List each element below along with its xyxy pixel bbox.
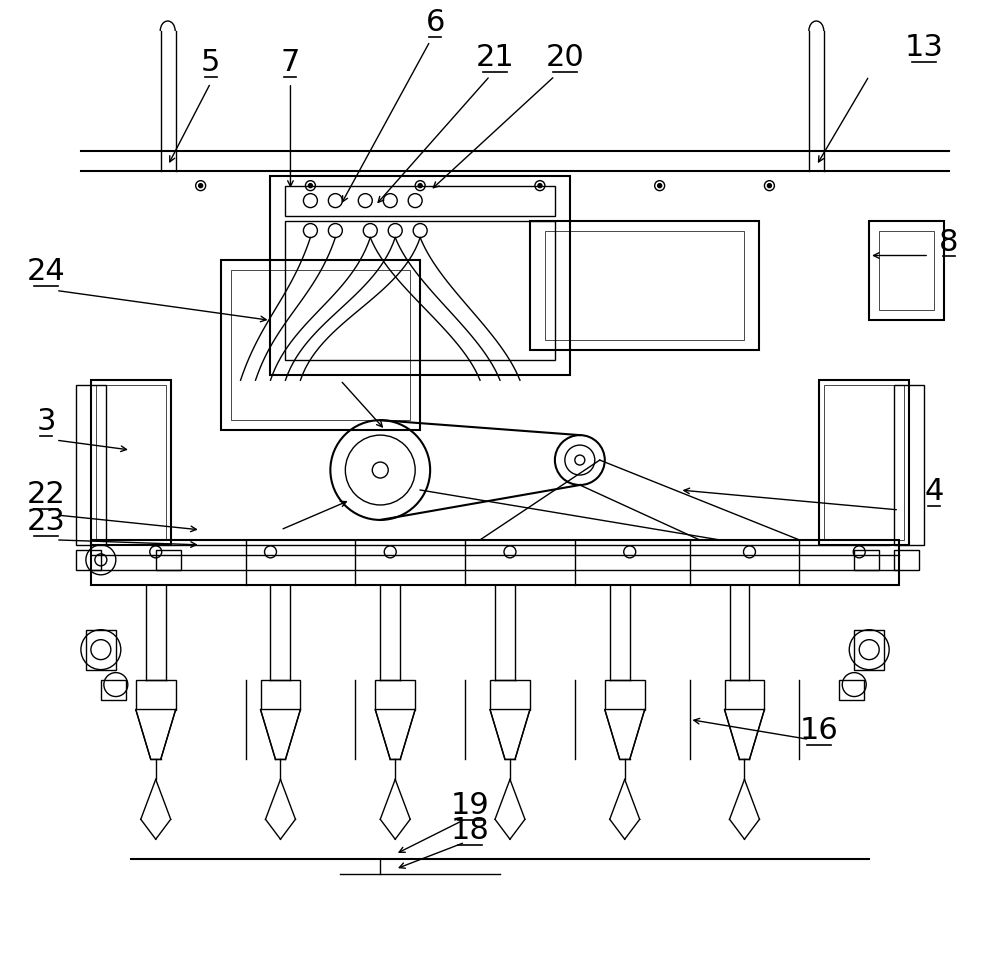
Bar <box>530 221 759 351</box>
Circle shape <box>308 185 312 189</box>
Text: 16: 16 <box>800 716 839 744</box>
Bar <box>819 381 909 545</box>
Circle shape <box>658 185 662 189</box>
Bar <box>605 679 645 710</box>
Bar <box>91 381 171 545</box>
Text: 5: 5 <box>201 48 220 77</box>
Text: 7: 7 <box>281 48 300 77</box>
Bar <box>96 386 166 540</box>
Text: 22: 22 <box>27 479 65 508</box>
Text: 19: 19 <box>451 790 489 820</box>
Circle shape <box>538 185 542 189</box>
Polygon shape <box>136 710 176 760</box>
Bar <box>231 272 410 420</box>
Bar <box>91 540 899 585</box>
Bar <box>824 386 904 540</box>
Text: 3: 3 <box>36 407 56 436</box>
Circle shape <box>767 185 771 189</box>
Bar <box>261 679 300 710</box>
Bar <box>854 630 884 670</box>
Bar <box>285 221 555 361</box>
Bar <box>490 679 530 710</box>
Polygon shape <box>375 710 415 760</box>
Bar <box>839 679 864 700</box>
Text: 13: 13 <box>905 33 944 62</box>
Bar <box>725 679 764 710</box>
Bar <box>221 261 420 431</box>
Bar <box>86 630 116 670</box>
Polygon shape <box>725 710 764 760</box>
Bar <box>879 232 934 311</box>
Bar <box>156 550 181 570</box>
Bar <box>136 679 176 710</box>
Text: 21: 21 <box>476 43 514 71</box>
Bar <box>894 550 919 570</box>
Circle shape <box>199 185 203 189</box>
Text: 23: 23 <box>27 506 65 536</box>
Bar <box>270 176 570 375</box>
Circle shape <box>418 185 422 189</box>
Bar <box>375 679 415 710</box>
Circle shape <box>372 462 388 478</box>
Polygon shape <box>605 710 645 760</box>
Bar <box>76 550 101 570</box>
Text: 6: 6 <box>425 8 445 37</box>
Text: 4: 4 <box>924 476 944 505</box>
Polygon shape <box>490 710 530 760</box>
Polygon shape <box>261 710 300 760</box>
Bar <box>76 386 106 545</box>
Bar <box>285 187 555 216</box>
Bar <box>894 386 924 545</box>
Text: 18: 18 <box>451 816 490 844</box>
Text: 24: 24 <box>27 257 65 286</box>
Bar <box>545 232 744 341</box>
Text: 20: 20 <box>545 43 584 71</box>
Bar <box>869 221 944 321</box>
Bar <box>854 550 879 570</box>
Text: 8: 8 <box>939 227 959 256</box>
Circle shape <box>575 456 585 466</box>
Bar <box>101 679 126 700</box>
